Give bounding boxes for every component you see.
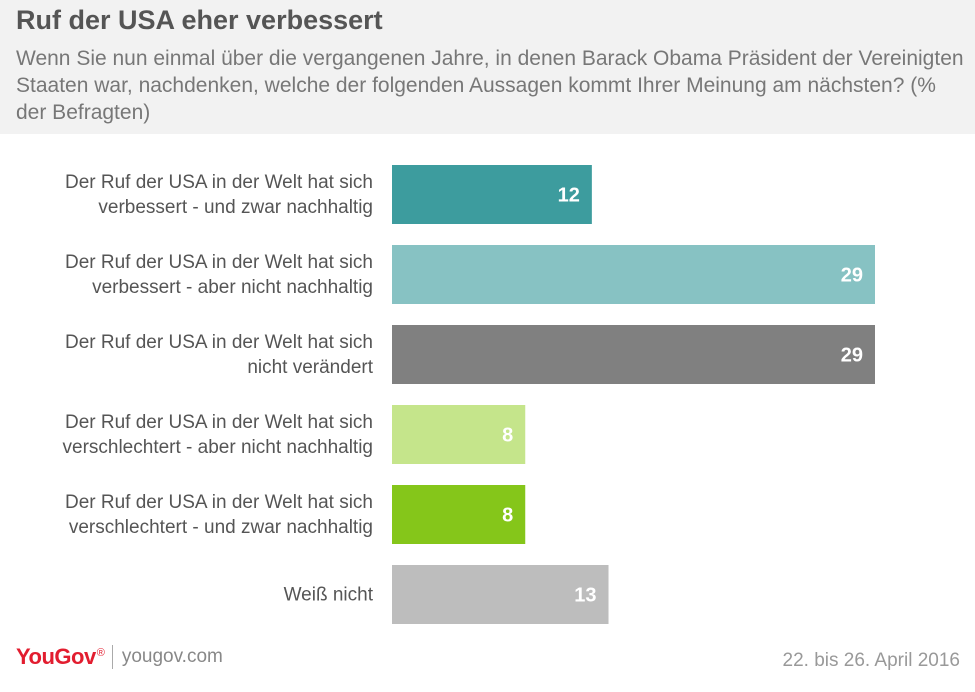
bar-value-label-4: 8: [502, 425, 513, 447]
chart-title: Ruf der USA eher verbessert: [16, 5, 383, 35]
chart-subtitle: Wenn Sie nun einmal über die vergangenen…: [16, 47, 964, 124]
bar-value-label-1: 12: [558, 185, 580, 207]
bar-4: [392, 405, 526, 464]
bar-value-label-5: 8: [502, 505, 513, 527]
bar-value-label-6: 13: [574, 585, 596, 607]
header-panel: Ruf der USA eher verbessert Wenn Sie nun…: [0, 0, 975, 134]
bar-2: [392, 245, 875, 304]
category-label-3: Der Ruf der USA in der Welt hat sich nich…: [65, 332, 374, 378]
category-label-6: Weiß nicht: [284, 585, 374, 606]
site-link[interactable]: yougov.com: [121, 646, 223, 667]
logo-gov-text: Gov: [54, 644, 96, 669]
bar-1: [392, 165, 592, 224]
yougov-logo: You Gov ® yougov.com: [16, 642, 223, 672]
category-label-2: Der Ruf der USA in der Welt hat sich verb…: [65, 252, 373, 298]
category-label-4: Der Ruf der USA in der Welt hat sich vers…: [63, 412, 374, 458]
logo-registered-mark: ®: [96, 647, 105, 659]
bar-3: [392, 325, 875, 384]
bar-6: [392, 565, 609, 624]
bar-value-label-3: 29: [841, 345, 863, 367]
logo-you-text: You: [16, 644, 55, 669]
survey-date: 22. bis 26. April 2016: [782, 650, 960, 671]
category-label-1: Der Ruf der USA in der Welt hat sich verb…: [65, 172, 373, 218]
category-label-5: Der Ruf der USA in der Welt hat sich vers…: [65, 492, 373, 538]
bar-value-label-2: 29: [841, 265, 863, 287]
bar-chart: 12 Der Ruf der USA in der Welt hat sich ve…: [63, 165, 875, 624]
logo-divider: [111, 645, 113, 669]
bar-5: [392, 485, 526, 544]
